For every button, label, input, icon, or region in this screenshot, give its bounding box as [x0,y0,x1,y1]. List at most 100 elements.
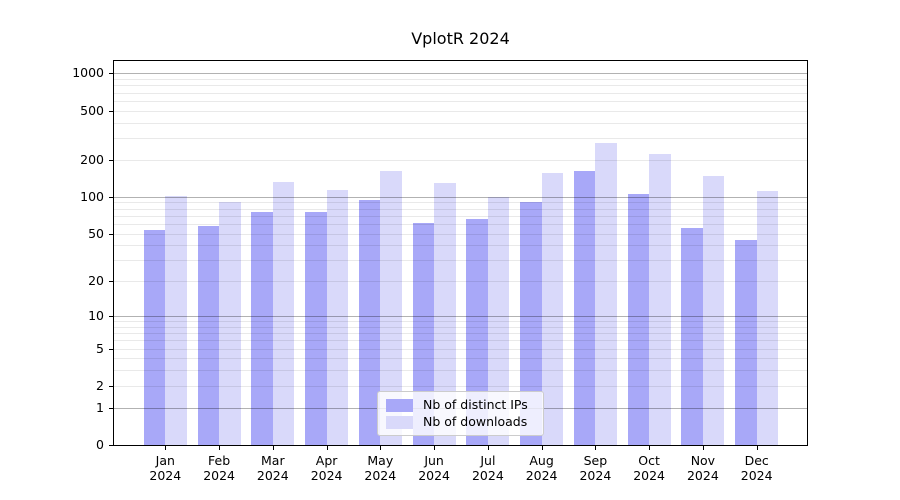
x-tick-year: 2024 [525,468,558,483]
x-tick-mark [649,446,651,450]
x-tick-label: Mar 2024 [245,453,301,483]
y-tick-label: 10 [88,308,104,323]
x-tick-mark [434,446,436,450]
x-tick-year: 2024 [579,468,612,483]
x-tick-year: 2024 [686,468,719,483]
y-tick-mark [109,233,114,235]
y-tick-mark [109,445,114,446]
x-tick-month: Dec [744,453,769,468]
x-tick-year: 2024 [203,468,235,483]
major-gridline [114,196,807,198]
bar-distinct-ips [735,240,757,445]
x-tick-month: Jan [155,453,175,468]
bar-distinct-ips [573,170,596,445]
x-tick-month: Apr [315,453,338,468]
x-tick-label: Oct 2024 [621,453,677,483]
minor-gridline [114,233,807,235]
x-tick-month: Nov [690,453,716,468]
x-tick-mark [541,446,543,450]
bar-distinct-ips [197,225,220,445]
x-tick-label: Jun 2024 [406,453,462,483]
y-tick-mark [109,348,114,350]
minor-gridline [114,326,807,328]
y-tick-label: 5 [96,340,104,356]
y-tick-label: 2 [96,377,104,393]
legend-swatch-distinct-ips [386,398,413,412]
bar-distinct-ips [358,200,381,445]
bar-distinct-ips [143,230,166,445]
y-tick-mark [109,159,114,161]
x-tick-year: 2024 [310,468,343,483]
minor-gridline [114,333,807,335]
y-tick-label: 50 [88,225,104,241]
major-gridline [114,316,807,317]
x-tick-year: 2024 [740,468,773,483]
x-tick-year: 2024 [256,468,289,483]
chart-title: VplotR 2024 [411,29,510,48]
major-gridline [114,73,807,75]
legend-label-downloads: Nb of downloads [423,414,528,429]
bottom-spine [113,445,808,446]
minor-gridline [114,358,807,360]
legend: Nb of distinct IPs Nb of downloads [377,391,544,436]
bar-downloads [434,182,456,445]
minor-gridline [114,321,807,323]
y-tick-label: 200 [80,151,104,167]
minor-gridline [114,281,807,283]
right-spine [807,60,808,446]
bar-distinct-ips [466,218,488,445]
bar-downloads [219,201,241,445]
minor-gridline [114,385,807,387]
minor-gridline [114,122,807,124]
bar-downloads [756,191,779,445]
y-tick-mark [109,281,114,283]
bar-downloads [272,182,295,445]
x-tick-mark [326,446,328,450]
legend-item-downloads: Nb of downloads [386,414,535,430]
x-tick-year: 2024 [418,468,450,483]
y-tick-label: 1 [96,399,104,415]
x-tick-month: Oct [638,453,660,468]
left-spine [113,60,114,446]
y-tick-mark [109,385,114,387]
minor-gridline [114,215,807,217]
minor-gridline [114,370,807,372]
legend-label-distinct-ips: Nb of distinct IPs [423,397,528,412]
x-tick-label: Aug 2024 [514,453,570,483]
x-tick-month: Mar [261,453,285,468]
x-tick-year: 2024 [633,468,665,483]
bar-distinct-ips [681,227,703,445]
legend-item-distinct-ips: Nb of distinct IPs [386,397,535,413]
minor-gridline [114,245,807,247]
x-tick-mark [595,446,597,450]
minor-gridline [114,79,807,80]
minor-gridline [114,138,807,139]
x-tick-mark [487,446,489,450]
x-tick-mark [702,446,704,450]
bar-distinct-ips [305,212,327,445]
x-tick-month: Sep [583,453,608,468]
bar-distinct-ips [627,194,650,445]
x-tick-label: Feb 2024 [191,453,247,483]
minor-gridline [114,348,807,350]
y-tick-label: 0 [96,437,104,452]
bar-downloads [649,153,671,445]
y-tick-label: 500 [80,102,104,118]
x-tick-mark [756,446,758,450]
minor-gridline [114,223,807,225]
x-tick-mark [380,446,382,450]
x-tick-month: Jul [480,453,496,468]
y-tick-label: 100 [80,188,104,204]
x-tick-month: May [367,453,394,468]
plot-area: Nb of distinct IPs Nb of downloads [114,61,807,445]
x-tick-label: Apr 2024 [299,453,355,483]
bar-distinct-ips [412,222,435,445]
legend-swatch-downloads [386,415,413,429]
minor-gridline [114,260,807,262]
bar-downloads [595,143,617,445]
x-tick-label: May 2024 [352,453,408,483]
bar-distinct-ips [520,201,542,445]
y-tick-mark [109,407,114,409]
minor-gridline [114,208,807,210]
